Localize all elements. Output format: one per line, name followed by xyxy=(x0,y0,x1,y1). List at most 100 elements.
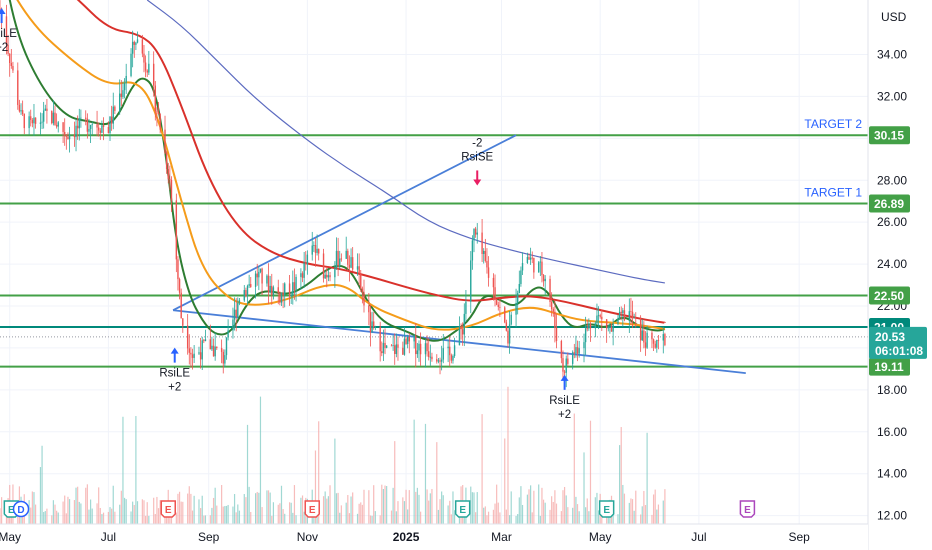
volume-bar xyxy=(656,509,658,524)
level-badge xyxy=(869,357,910,376)
volume-bar xyxy=(243,494,245,524)
candle-body xyxy=(119,93,121,111)
candle-body xyxy=(131,41,134,54)
trendline xyxy=(172,134,517,312)
volume-bar xyxy=(233,494,236,524)
candle-body xyxy=(628,311,631,321)
candle-body xyxy=(31,119,34,124)
candle-body xyxy=(586,328,588,330)
candle-body xyxy=(167,169,169,179)
candle-body xyxy=(130,53,132,76)
volume-bar xyxy=(531,512,533,524)
volume-bar xyxy=(86,484,88,524)
candle-body xyxy=(458,326,461,346)
candle-body xyxy=(225,337,228,356)
candle-body xyxy=(460,326,462,330)
candle-body xyxy=(9,53,11,63)
volume-bar xyxy=(30,507,32,524)
volume-bar xyxy=(428,500,430,524)
candle-body xyxy=(254,273,257,287)
event-marker[interactable]: E xyxy=(304,500,320,518)
y-tick-label: 26.00 xyxy=(877,215,907,229)
volume-bar xyxy=(657,504,660,524)
candle-body xyxy=(405,338,407,344)
volume-bar xyxy=(528,489,530,524)
y-tick-label: 24.00 xyxy=(877,257,907,271)
event-marker[interactable]: E xyxy=(160,500,176,518)
candle-body xyxy=(135,42,137,45)
volume-bar xyxy=(646,432,648,524)
candle-body xyxy=(635,317,637,319)
moving-average-line xyxy=(76,0,666,324)
candle-body xyxy=(360,273,362,289)
candle-body xyxy=(461,329,464,335)
candle-body xyxy=(245,290,247,297)
candle-body xyxy=(356,266,359,270)
candle-body xyxy=(12,66,14,71)
candle-body xyxy=(431,356,433,360)
volume-bar xyxy=(470,486,472,524)
volume-bar xyxy=(447,505,449,524)
candle-body xyxy=(288,283,291,297)
candle-body xyxy=(144,62,147,71)
level-badge-label: 19.11 xyxy=(874,360,904,374)
volume-bar xyxy=(538,484,540,524)
candle-body xyxy=(329,275,331,278)
volume-bar xyxy=(575,496,577,524)
candle-body xyxy=(80,117,82,119)
volume-bar xyxy=(586,498,588,524)
moving-average-line xyxy=(8,0,666,342)
candle-body xyxy=(143,53,145,63)
volume-bar xyxy=(555,503,558,524)
volume-bar xyxy=(65,513,67,524)
volume-bar xyxy=(188,486,190,524)
candle-body xyxy=(474,228,477,235)
volume-bar xyxy=(395,511,397,524)
candle-body xyxy=(101,125,103,133)
volume-bar xyxy=(269,492,271,524)
volume-bar xyxy=(413,419,415,524)
candle-body xyxy=(571,352,574,364)
candle-body xyxy=(266,275,268,284)
candle-body xyxy=(65,135,68,137)
candle-body xyxy=(499,306,501,308)
candle-body xyxy=(406,336,409,344)
volume-bar xyxy=(475,512,477,524)
event-letter: E xyxy=(744,505,751,516)
candle-body xyxy=(64,131,66,136)
event-marker[interactable]: E xyxy=(454,500,471,518)
volume-bar xyxy=(662,500,664,524)
candle-body xyxy=(102,125,105,127)
currency-label: USD xyxy=(881,10,907,24)
volume-bar xyxy=(560,511,562,524)
candle-body xyxy=(612,323,614,332)
candle-body xyxy=(531,257,533,259)
volume-bar xyxy=(232,506,234,524)
level-badge xyxy=(869,286,910,305)
moving-average-line xyxy=(146,0,666,284)
volume-bar xyxy=(324,491,326,524)
candle-body xyxy=(609,326,611,328)
candle-body xyxy=(516,293,519,303)
volume-bar xyxy=(337,492,339,524)
candle-body xyxy=(481,232,483,254)
candle-body xyxy=(631,311,634,319)
volume-bar xyxy=(178,491,181,524)
candle-body xyxy=(261,268,263,284)
candle-body xyxy=(656,340,658,348)
event-marker[interactable]: D xyxy=(12,500,30,518)
event-marker[interactable]: E xyxy=(739,500,756,518)
candle-body xyxy=(282,292,284,296)
volume-bar xyxy=(256,491,258,524)
candle-body xyxy=(148,63,150,73)
volume-bar xyxy=(159,500,161,524)
candle-body xyxy=(86,118,89,132)
candle-body xyxy=(214,346,216,357)
event-marker[interactable]: E xyxy=(598,500,615,518)
volume-bar xyxy=(238,510,241,524)
candle-body xyxy=(314,245,317,253)
volume-bar xyxy=(390,510,393,524)
volume-bar xyxy=(606,515,608,524)
